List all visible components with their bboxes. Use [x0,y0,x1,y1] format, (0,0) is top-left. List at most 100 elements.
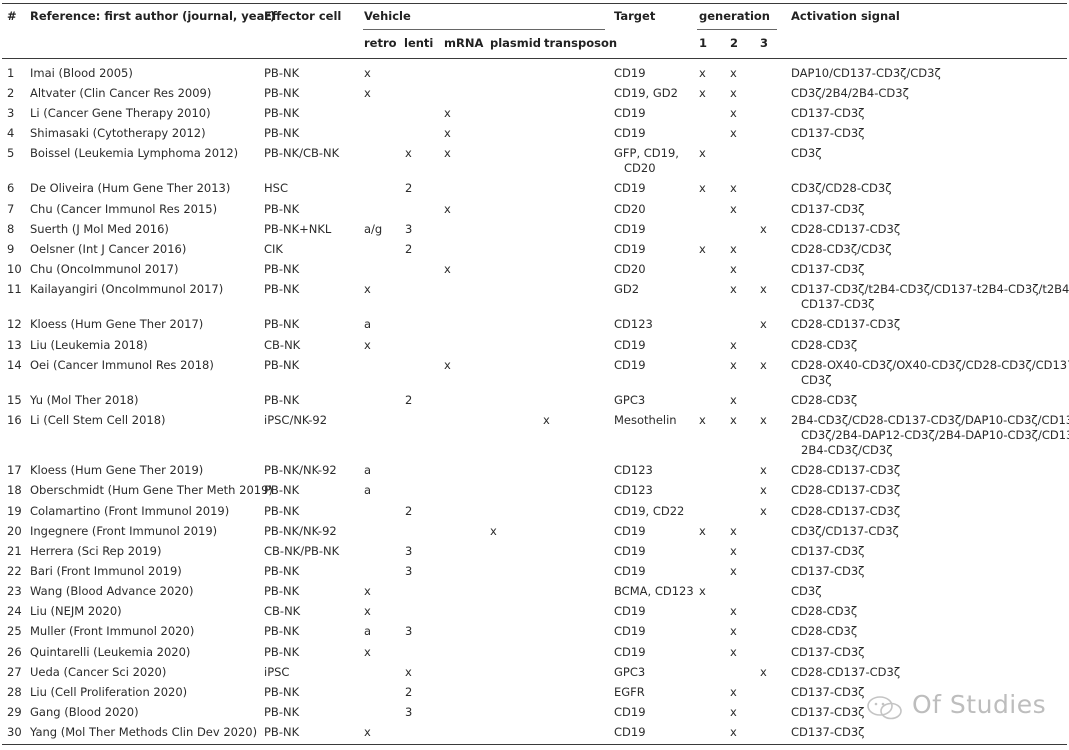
reference-cell: Herrera (Sci Rep 2019) [30,544,162,558]
reference-cell: Bari (Front Immunol 2019) [30,564,182,578]
activation-signal-cell: CD3ζ [791,584,822,598]
generation-g2-cell: x [730,725,737,739]
effector-cell: PB-NK/CB-NK [264,146,340,160]
vehicle-lenti-cell: 2 [405,504,413,518]
vehicle-plasmid-cell: x [490,524,497,538]
row-number: 22 [7,564,22,578]
generation-g1-cell: x [699,584,706,598]
generation-g2-cell: x [730,282,737,296]
generation-g2-cell: x [730,624,737,638]
effector-cell: PB-NK [264,86,300,100]
target-cell: CD19 [614,106,646,120]
generation-g3-cell: x [760,358,767,372]
reference-cell: Altvater (Clin Cancer Res 2009) [30,86,212,100]
target-cell: CD123 [614,317,653,331]
vehicle-lenti-cell: x [405,146,412,160]
vehicle-retro-cell: x [364,725,371,739]
generation-g3-cell: x [760,317,767,331]
generation-g1-cell: x [699,242,706,256]
target-cell: CD19 [614,126,646,140]
activation-signal-cell: CD28-CD3ζ [791,624,858,638]
reference-cell: Colamartino (Front Immunol 2019) [30,504,230,518]
activation-signal-cell: CD28-CD3ζ [791,338,858,352]
generation-underline [697,29,777,30]
generation-g2-cell: x [730,262,737,276]
effector-cell: PB-NK [264,705,300,719]
row-number: 10 [7,262,22,276]
reference-cell: Shimasaki (Cytotherapy 2012) [30,126,206,140]
activation-signal-cell: DAP10/CD137-CD3ζ/CD3ζ [791,66,941,80]
generation-g2-cell: x [730,524,737,538]
reference-cell: Kailayangiri (OncoImmunol 2017) [30,282,224,296]
effector-cell: PB-NK/NK-92 [264,463,337,477]
row-number: 16 [7,413,22,427]
vehicle-lenti-cell: 3 [405,544,413,558]
effector-cell: PB-NK [264,358,300,372]
reference-cell: Liu (Leukemia 2018) [30,338,148,352]
reference-cell: Oberschmidt (Hum Gene Ther Meth 2019) [30,483,273,497]
reference-cell: Li (Cancer Gene Therapy 2010) [30,106,211,120]
target-cell: CD19 [614,604,646,618]
reference-cell: Oei (Cancer Immunol Res 2018) [30,358,214,372]
generation-g2-cell: x [730,685,737,699]
generation-g3-cell: x [760,282,767,296]
generation-g2-cell: x [730,705,737,719]
generation-g1-cell: x [699,181,706,195]
reference-cell: Yu (Mol Ther 2018) [30,393,139,407]
target-cell: BCMA, CD123 [614,584,694,598]
generation-g3-cell: x [760,665,767,679]
generation-g3-cell: x [760,413,767,427]
row-number: 4 [7,126,15,140]
row-number: 25 [7,624,22,638]
effector-cell: PB-NK [264,282,300,296]
target-cell: GFP, CD19, [614,146,679,160]
vehicle-lenti-cell: 3 [405,564,413,578]
target-cell: CD19, CD22 [614,504,685,518]
effector-cell: PB-NK [264,126,300,140]
effector-cell: PB-NK [264,483,300,497]
target-cell: CD19, GD2 [614,86,678,100]
vehicle-retro-cell: x [364,604,371,618]
reference-cell: Liu (Cell Proliferation 2020) [30,685,188,699]
header-lenti: lenti [404,36,434,50]
target-cell: CD19 [614,624,646,638]
vehicle-lenti-cell: 2 [405,685,413,699]
activation-signal-cell: CD137-CD3ζ [791,202,865,216]
vehicle-lenti-cell: 3 [405,222,413,236]
vehicle-retro-cell: a [364,624,372,638]
target-cell: CD19 [614,358,646,372]
row-number: 20 [7,524,22,538]
generation-g1-cell: x [699,524,706,538]
vehicle-mrna-cell: x [444,262,451,276]
generation-g2-cell: x [730,358,737,372]
vehicle-transposon-cell: x [543,413,550,427]
generation-g3-cell: x [760,463,767,477]
activation-signal-cell: CD28-CD137-CD3ζ [791,222,901,236]
row-number: 6 [7,181,15,195]
activation-signal-cell: CD137-CD3ζ [801,297,875,311]
activation-signal-cell: CD3ζ [801,373,832,387]
effector-cell: CIK [264,242,283,256]
target-cell: CD20 [624,161,656,175]
target-cell: CD19 [614,66,646,80]
reference-cell: Quintarelli (Leukemia 2020) [30,645,191,659]
header-gen-2: 2 [730,36,739,50]
vehicle-retro-cell: x [364,584,371,598]
target-cell: CD19 [614,338,646,352]
target-cell: CD19 [614,544,646,558]
activation-signal-cell: CD137-CD3ζ [791,685,865,699]
activation-signal-cell: CD3ζ/CD137-CD3ζ [791,524,899,538]
row-number: 11 [7,282,22,296]
generation-g2-cell: x [730,544,737,558]
header-bottom-rule [2,58,1067,59]
header-retro: retro [364,36,397,50]
effector-cell: PB-NK+NKL [264,222,332,236]
effector-cell: PB-NK [264,66,300,80]
row-number: 3 [7,106,15,120]
target-cell: CD19 [614,705,646,719]
row-number: 1 [7,66,15,80]
target-cell: CD19 [614,222,646,236]
vehicle-mrna-cell: x [444,202,451,216]
effector-cell: iPSC/NK-92 [264,413,328,427]
row-number: 19 [7,504,22,518]
